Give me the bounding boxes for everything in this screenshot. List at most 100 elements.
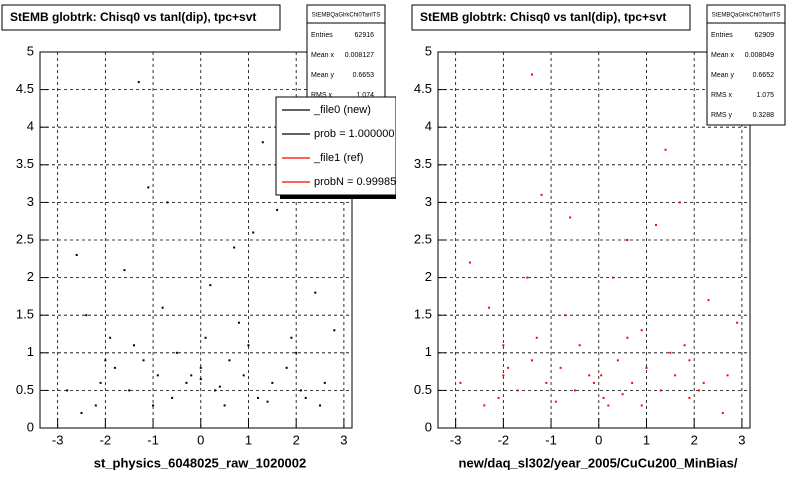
y-tick-label: 0: [425, 419, 432, 434]
point: [204, 336, 207, 339]
point: [674, 374, 677, 377]
point: [190, 374, 193, 377]
point: [569, 216, 572, 219]
point: [612, 276, 615, 279]
chart-title: StEMB globtrk: Chisq0 vs tanl(dip), tpc+…: [10, 10, 256, 24]
point: [237, 321, 240, 324]
x-tick-label: -1: [545, 432, 557, 447]
y-tick-label: 1: [425, 344, 432, 359]
point: [161, 306, 164, 309]
point: [276, 208, 279, 211]
chart-title: StEMB globtrk: Chisq0 vs tanl(dip), tpc+…: [420, 10, 666, 24]
point: [223, 404, 226, 407]
point: [602, 396, 605, 399]
x-tick-label: 2: [691, 432, 698, 447]
stats-box: [306, 4, 386, 106]
stats-label: Mean x: [711, 52, 734, 59]
stats-value: 0.6653: [353, 72, 375, 79]
y-tick-label: 5: [425, 43, 432, 58]
point: [545, 381, 548, 384]
x-tick-label: -3: [450, 432, 462, 447]
point: [626, 336, 629, 339]
stats-value: 0.6652: [753, 72, 775, 79]
point: [242, 374, 245, 377]
point: [285, 366, 288, 369]
point: [137, 81, 140, 84]
point: [564, 314, 567, 317]
point: [109, 336, 112, 339]
point: [323, 381, 326, 384]
y-tick-label: 3: [425, 194, 432, 209]
point: [631, 381, 634, 384]
x-tick-label: -1: [147, 432, 159, 447]
stats-title: StEMBQaGlrkChi0TanlTS: [312, 13, 381, 19]
point: [640, 329, 643, 332]
stats-label: Entries: [311, 32, 333, 39]
point: [104, 359, 107, 362]
point: [156, 374, 159, 377]
point: [707, 299, 710, 302]
point: [621, 393, 624, 396]
point: [166, 201, 169, 204]
x-tick-label: 3: [340, 432, 347, 447]
point: [218, 385, 221, 388]
legend-label: probN = 0.99985: [314, 176, 396, 188]
point: [99, 381, 102, 384]
stats-value: 1.074: [356, 92, 374, 99]
point: [185, 381, 188, 384]
point: [721, 411, 724, 414]
y-tick-label: 0.5: [16, 382, 34, 397]
point: [669, 351, 672, 354]
x-axis-label: new/daq_sl302/year_2005/CuCu200_MinBias/: [459, 455, 738, 470]
legend-box: [275, 96, 396, 196]
x-tick-label: -2: [498, 432, 510, 447]
x-tick-label: -2: [100, 432, 112, 447]
point: [593, 381, 595, 384]
point: [175, 351, 178, 354]
point: [497, 396, 500, 399]
legend-label: _file0 (new): [313, 104, 371, 116]
left-pad: 0 0.5 1 1.5 2 2.5 3 3.5 4 4.5 5 -3 -2 -1 0 1 2 3 st_physic…: [1, 4, 396, 470]
title-box: [1, 4, 281, 31]
point: [199, 378, 202, 381]
point: [271, 381, 274, 384]
point: [147, 186, 150, 189]
point: [688, 396, 691, 399]
stats-value: 0.008127: [345, 52, 374, 59]
point: [535, 336, 538, 339]
right-pad: 00.511.522.533.544.55-3 -2 -1 0 1 2 3new/daq_s…: [411, 4, 786, 470]
title-box: [411, 4, 691, 31]
stats-label: RMS x: [311, 92, 333, 99]
point: [659, 389, 662, 392]
y-tick-label: 0: [27, 419, 34, 434]
point: [600, 374, 603, 377]
y-tick-label: 1.5: [414, 307, 432, 322]
point: [75, 254, 78, 257]
stats-label: RMS x: [711, 92, 733, 99]
point: [247, 344, 250, 347]
point: [199, 366, 202, 369]
point: [113, 366, 116, 369]
point: [588, 374, 591, 377]
stats-value: 1.075: [756, 92, 774, 99]
point: [645, 366, 648, 369]
y-tick-label: 3.5: [414, 156, 432, 171]
y-tick-label: 2: [27, 269, 34, 284]
point: [319, 404, 322, 407]
y-tick-label: 4.5: [414, 81, 432, 96]
point: [214, 389, 217, 392]
stats-value: 62916: [355, 32, 375, 39]
y-tick-label: 2: [425, 269, 432, 284]
point: [702, 381, 705, 384]
point: [333, 329, 336, 332]
point: [261, 141, 264, 144]
point: [152, 404, 155, 407]
point: [299, 389, 302, 392]
point: [540, 193, 543, 196]
y-tick-label: 0.5: [414, 382, 432, 397]
point: [233, 246, 236, 249]
point: [459, 381, 462, 384]
point: [616, 359, 619, 362]
x-axis-label: st_physics_6048025_raw_1020002: [94, 455, 307, 470]
